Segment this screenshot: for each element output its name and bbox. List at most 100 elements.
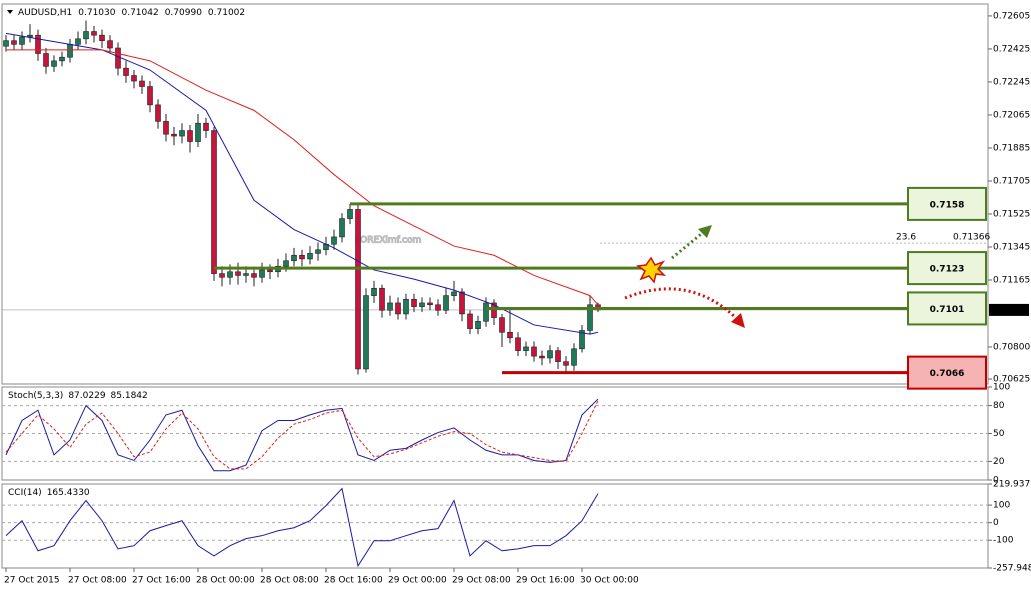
level-label: 0.7101	[930, 305, 965, 315]
candle-body	[75, 38, 81, 45]
candle-body	[43, 53, 49, 67]
indicator-value: 165.4330	[47, 488, 90, 498]
candle-body	[147, 86, 153, 106]
candle-body	[555, 350, 561, 362]
candle-body	[427, 302, 433, 306]
candle-body	[491, 302, 497, 318]
level-box	[907, 186, 987, 221]
price-tag	[989, 303, 1029, 316]
candle-body	[355, 209, 361, 370]
candle-body	[59, 56, 65, 62]
candle-body	[179, 130, 185, 137]
candle-body	[99, 34, 105, 41]
candle-body	[523, 346, 529, 351]
candle-body	[379, 287, 385, 311]
y-tick-label: 0.71345	[993, 243, 1030, 253]
y-tick-label: 0.71525	[993, 209, 1030, 219]
level-label: 0.7158	[930, 200, 965, 210]
y-tick-label: 0.71885	[993, 143, 1030, 153]
candle-body	[443, 295, 449, 311]
x-tick-label: 28 Oct 08:00	[260, 576, 319, 586]
indicator-line	[5, 398, 599, 472]
breakout-burst	[636, 256, 667, 284]
y-tick-label: 100	[993, 501, 1010, 511]
candle-body	[171, 133, 177, 137]
candle-body	[563, 361, 569, 366]
candle-body	[187, 130, 193, 142]
candle-body	[131, 75, 137, 82]
candle-body	[163, 121, 169, 135]
x-tick-label: 29 Oct 00:00	[388, 576, 447, 586]
candle-body	[395, 302, 401, 315]
x-tick-label: 29 Oct 08:00	[452, 576, 511, 586]
level-label: 0.7123	[930, 265, 965, 275]
main-panel	[1, 3, 989, 385]
header-price: 0.71002	[208, 8, 245, 18]
indicator-value: 87.0229	[68, 391, 105, 401]
candle-body	[339, 218, 345, 238]
candle-body	[107, 40, 113, 49]
candle-body	[155, 104, 161, 122]
watermark: FOREXimf.com	[355, 236, 421, 246]
header: AUDUSD,H1 0.71030 0.71042 0.70990 0.71002	[18, 8, 245, 18]
candle-body	[315, 249, 321, 254]
header-price: 0.70990	[165, 8, 202, 18]
candle-body	[475, 320, 481, 329]
candle-body	[467, 313, 473, 329]
indicator-name: CCI(14)	[8, 488, 42, 498]
candle-body	[515, 337, 521, 351]
candle-body	[267, 269, 273, 273]
x-tick-label: 29 Oct 16:00	[516, 576, 575, 586]
candle-body	[67, 44, 73, 58]
candle-body	[123, 67, 129, 76]
up-arrow-head	[698, 225, 712, 238]
candle-body	[35, 34, 41, 54]
candle-body	[115, 47, 121, 69]
y-tick-label: 0.72065	[993, 110, 1030, 120]
y-tick-label: 0.72605	[993, 11, 1030, 21]
candle-body	[291, 254, 297, 262]
level-box	[907, 251, 987, 286]
indicator-line	[5, 487, 599, 568]
candle-body	[459, 291, 465, 315]
y-tick-label: 0.72245	[993, 77, 1030, 87]
moving-average	[6, 49, 599, 306]
candle-body	[579, 330, 585, 350]
candle-body	[371, 287, 377, 296]
x-tick-label: 28 Oct 00:00	[196, 576, 255, 586]
candle-body	[403, 298, 409, 315]
candle-body	[547, 350, 553, 359]
candle-body	[83, 31, 89, 40]
level-box	[907, 355, 987, 390]
candle-body	[411, 298, 417, 307]
price-tag-label: 0.71002	[992, 305, 1029, 315]
candle-body	[19, 36, 25, 45]
candle-body	[387, 302, 393, 311]
y-tick-label: 0.71705	[993, 176, 1030, 186]
candle-body	[11, 40, 17, 45]
candle-body	[419, 302, 425, 307]
y-tick-label: 80	[993, 401, 1005, 411]
candle-body	[531, 346, 537, 357]
y-tick-label: 0.71165	[993, 276, 1030, 286]
candle-body	[571, 348, 577, 366]
x-tick-label: 28 Oct 16:00	[324, 576, 383, 586]
candle-body	[235, 271, 241, 276]
header-price: 0.71030	[78, 8, 115, 18]
candle-body	[499, 317, 505, 333]
indicator-name: Stoch(5,3,3)	[8, 391, 63, 401]
header-price: 0.71042	[121, 8, 158, 18]
y-tick-label: 0	[993, 476, 999, 486]
level-box	[907, 291, 987, 326]
x-tick-label: 27 Oct 2015	[4, 576, 60, 586]
indicator-title: CCI(14) 165.4330	[8, 488, 90, 498]
x-tick-label: 27 Oct 16:00	[132, 576, 191, 586]
y-tick-label: 100	[993, 383, 1010, 393]
candle-body	[331, 236, 337, 245]
y-tick-label: 0.72425	[993, 44, 1030, 54]
y-tick-label: 0.70625	[993, 375, 1030, 385]
candle-body	[435, 304, 441, 311]
indicator-value: 85.1842	[111, 391, 148, 401]
